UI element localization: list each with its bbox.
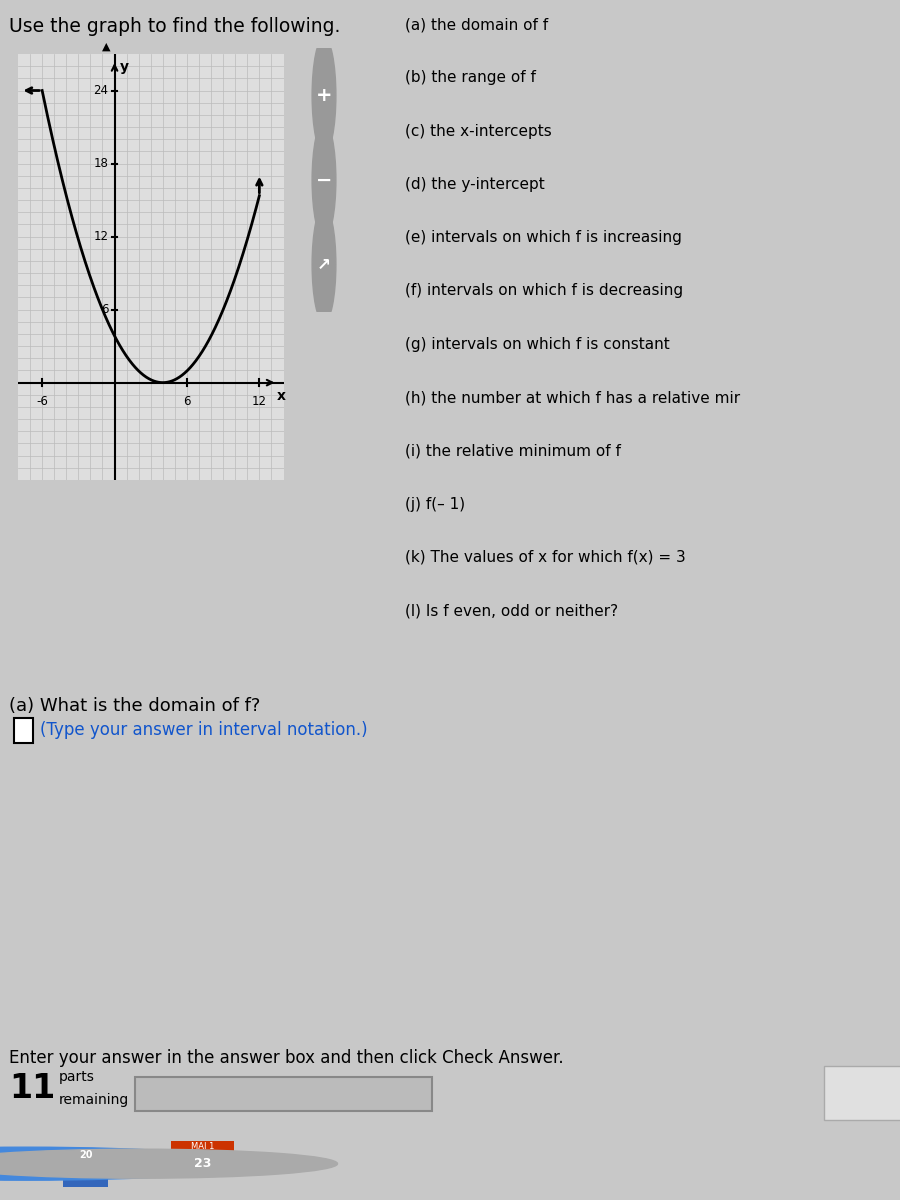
Text: remaining: remaining (58, 1093, 129, 1106)
Text: 12: 12 (94, 230, 109, 244)
Circle shape (312, 37, 336, 154)
Circle shape (0, 1150, 338, 1178)
Text: (b) the range of f: (b) the range of f (405, 71, 536, 85)
Circle shape (312, 206, 336, 323)
Text: x: x (276, 389, 285, 403)
Text: (i) the relative minimum of f: (i) the relative minimum of f (405, 443, 621, 458)
FancyBboxPatch shape (171, 1140, 234, 1174)
Text: (l) Is f even, odd or neither?: (l) Is f even, odd or neither? (405, 604, 618, 618)
Circle shape (0, 1147, 252, 1181)
Text: ▲: ▲ (102, 42, 111, 52)
FancyBboxPatch shape (824, 1066, 900, 1121)
Text: +: + (316, 86, 332, 106)
Text: y: y (120, 60, 129, 74)
Text: 20: 20 (79, 1151, 92, 1160)
Text: Use the graph to find the following.: Use the graph to find the following. (9, 17, 340, 36)
Text: (j) f(– 1): (j) f(– 1) (405, 497, 465, 511)
Text: (g) intervals on which f is constant: (g) intervals on which f is constant (405, 337, 670, 352)
Text: (f) intervals on which f is decreasing: (f) intervals on which f is decreasing (405, 283, 683, 299)
Text: 18: 18 (94, 157, 109, 170)
Text: -6: -6 (36, 395, 48, 408)
FancyBboxPatch shape (63, 1151, 108, 1187)
FancyBboxPatch shape (14, 718, 33, 743)
Text: (c) the x-intercepts: (c) the x-intercepts (405, 124, 552, 139)
Text: 11: 11 (9, 1072, 55, 1105)
Text: 24: 24 (94, 84, 109, 97)
Text: Enter your answer in the answer box and then click Check Answer.: Enter your answer in the answer box and … (9, 1049, 563, 1067)
Text: (a) the domain of f: (a) the domain of f (405, 17, 548, 32)
Text: 6: 6 (184, 395, 191, 408)
Text: ↗: ↗ (317, 256, 331, 274)
Text: (e) intervals on which f is increasing: (e) intervals on which f is increasing (405, 230, 682, 245)
Text: 6: 6 (101, 304, 109, 316)
Text: Clear: Clear (850, 1086, 886, 1100)
FancyBboxPatch shape (135, 1078, 432, 1111)
Text: (k) The values of x for which f(x) = 3: (k) The values of x for which f(x) = 3 (405, 550, 686, 565)
Text: (h) the number at which f has a relative mir: (h) the number at which f has a relative… (405, 390, 740, 406)
Text: −: − (316, 170, 332, 190)
Text: 23: 23 (194, 1157, 212, 1170)
Text: parts: parts (58, 1070, 94, 1085)
Text: (d) the y-intercept: (d) the y-intercept (405, 176, 544, 192)
Text: 12: 12 (252, 395, 267, 408)
Text: MAI 1: MAI 1 (191, 1142, 214, 1151)
Text: (Type your answer in interval notation.): (Type your answer in interval notation.) (40, 721, 368, 739)
Text: (a) What is the domain of f?: (a) What is the domain of f? (9, 697, 260, 715)
Circle shape (312, 122, 336, 238)
